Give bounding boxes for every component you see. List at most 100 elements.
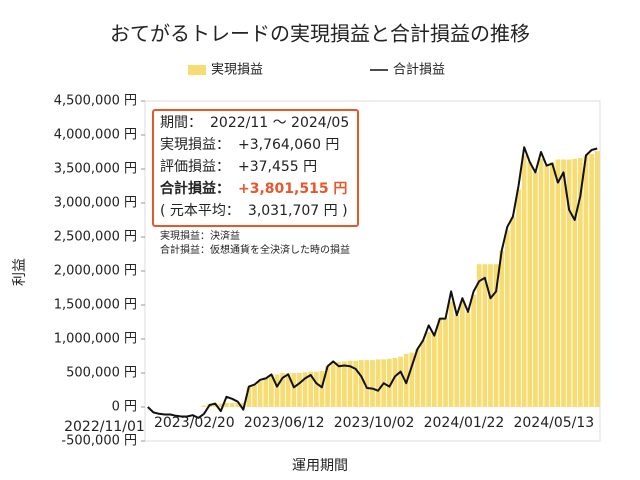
y-tick-label: 3,500,000 円 <box>54 162 137 177</box>
bar <box>493 264 499 407</box>
line <box>147 146 598 419</box>
y-tick-label: 500,000 円 <box>66 366 137 381</box>
bar <box>431 332 437 407</box>
bar <box>308 371 314 407</box>
info-value: 2022/11 ～ 2024/05 <box>210 115 349 131</box>
bar <box>313 371 319 407</box>
bar <box>224 402 229 407</box>
bar <box>448 301 454 407</box>
bar <box>426 332 432 407</box>
y-tick-label: 4,000,000 円 <box>54 128 137 143</box>
bar <box>510 216 516 407</box>
bar <box>235 402 241 407</box>
bar <box>330 362 336 407</box>
y-tick-label: 2,000,000 円 <box>54 264 137 279</box>
legend-swatch <box>188 65 206 75</box>
info-label: 評価損益： <box>160 159 230 175</box>
bar <box>336 362 342 407</box>
x-tick-label: 2023/02/20 <box>154 415 235 431</box>
info-value: +37,455 円 <box>238 159 317 175</box>
bar <box>538 158 544 407</box>
x-tick-label: 2022/11/01 <box>64 419 145 435</box>
info-value: 3,031,707 円 ) <box>248 203 348 219</box>
info-line: 期間： 2022/11 ～ 2024/05 <box>160 115 349 131</box>
bar <box>325 366 330 407</box>
info-line: 合計損益： +3,801,515 円 <box>160 180 347 197</box>
bar <box>516 189 521 407</box>
x-tick-label: 2023/10/02 <box>334 415 415 431</box>
bar <box>392 358 398 407</box>
bar <box>386 358 392 407</box>
bar <box>319 370 325 407</box>
info-label: 実現損益： <box>160 137 230 153</box>
bar <box>443 318 448 407</box>
y-tick-label: 1,000,000 円 <box>54 332 137 347</box>
bar <box>342 361 347 407</box>
legend-label: 合計損益 <box>393 62 445 78</box>
x-tick-label: 2024/01/22 <box>424 415 505 431</box>
bar <box>364 360 370 407</box>
y-tick-label: 0 円 <box>112 400 137 415</box>
legend-label: 実現損益 <box>211 62 263 78</box>
bar <box>297 373 302 407</box>
y-tick-label: 4,500,000 円 <box>54 94 137 109</box>
bar <box>269 374 274 407</box>
bar <box>504 230 510 407</box>
bar <box>488 264 493 407</box>
bar <box>572 158 578 407</box>
bar <box>201 405 207 407</box>
bar <box>415 349 420 407</box>
x-tick-label: 2024/05/13 <box>513 415 594 431</box>
bar <box>370 360 375 407</box>
bar <box>544 165 549 407</box>
bar <box>353 360 359 407</box>
bar <box>521 155 527 407</box>
bar <box>274 374 280 407</box>
bar <box>454 315 460 407</box>
y-axis-label: 利益 <box>12 258 28 286</box>
x-tick-label: 2023/06/12 <box>244 415 325 431</box>
bar <box>240 402 246 407</box>
bar <box>555 159 561 407</box>
y-tick-label: 2,500,000 円 <box>54 230 137 245</box>
bar <box>229 402 235 407</box>
bar <box>471 294 476 407</box>
bar <box>589 154 594 407</box>
info-line: 評価損益： +37,455 円 <box>160 159 317 175</box>
bar <box>594 151 600 407</box>
bar <box>398 356 403 407</box>
bar <box>482 264 488 407</box>
bar <box>218 403 224 407</box>
bar <box>252 385 257 407</box>
bar <box>583 155 589 407</box>
note: 実現損益：決済益 <box>160 229 240 242</box>
bar <box>212 403 218 407</box>
y-tick-label: 1,500,000 円 <box>54 298 137 313</box>
info-label: 合計損益： <box>160 180 230 197</box>
bar <box>527 162 533 407</box>
bar <box>561 159 566 407</box>
info-line: 実現損益： +3,764,060 円 <box>160 137 339 153</box>
bar <box>533 172 538 407</box>
info-label: 期間： <box>160 115 202 131</box>
bar <box>285 373 291 407</box>
bar <box>549 162 555 407</box>
info-value: +3,801,515 円 <box>238 181 347 197</box>
bar <box>437 318 443 407</box>
chart-title: おてがるトレードの実現損益と合計損益の推移 <box>110 22 530 46</box>
bar <box>257 381 263 407</box>
bar <box>302 372 308 407</box>
x-axis-label: 運用期間 <box>292 458 348 474</box>
info-value: +3,764,060 円 <box>238 137 339 153</box>
bar <box>358 360 364 407</box>
bar <box>476 264 482 407</box>
bar <box>347 360 353 407</box>
y-tick-label: -500,000 円 <box>61 434 137 449</box>
info-label: ( 元本平均： <box>160 203 240 219</box>
bar <box>375 359 381 407</box>
bar <box>499 250 505 407</box>
note: 合計損益：仮想通貨を全決済した時の損益 <box>160 243 350 256</box>
bar <box>280 373 285 407</box>
bar <box>465 311 471 407</box>
